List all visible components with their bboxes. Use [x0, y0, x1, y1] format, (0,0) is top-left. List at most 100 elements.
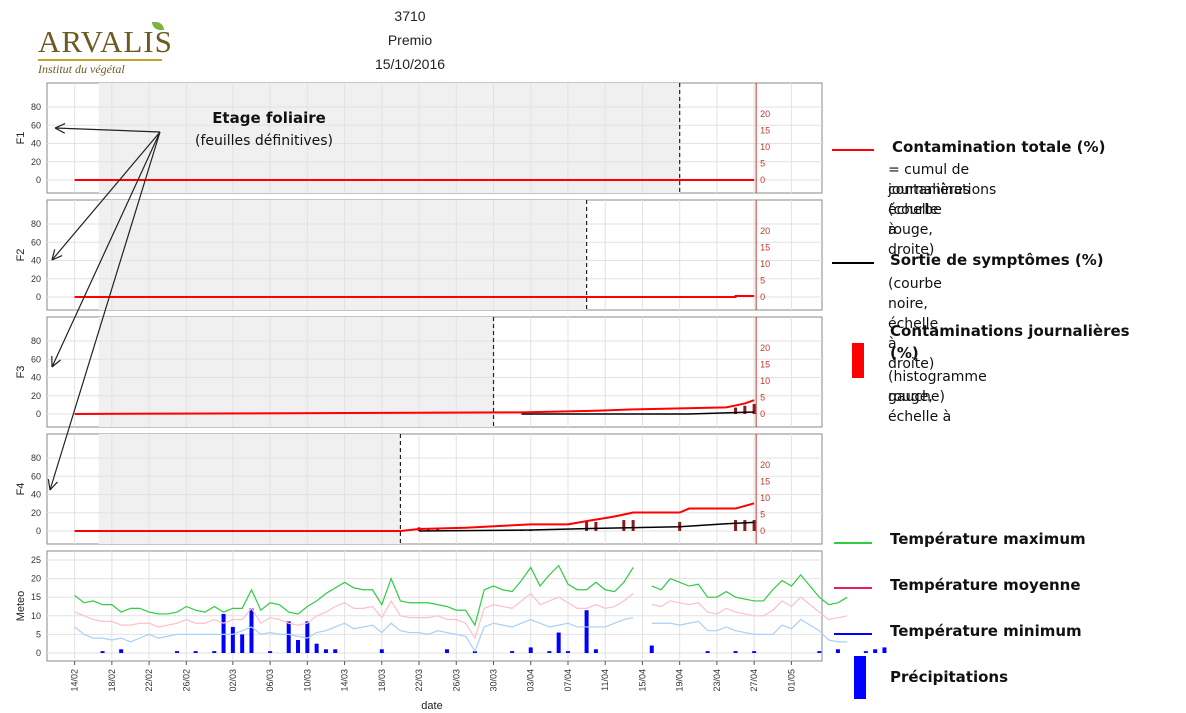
x-tick-label: 14/03 — [340, 669, 350, 692]
legend-daily-title: Contaminations journalières — [890, 322, 1130, 340]
daily-contamination-bar — [752, 520, 756, 531]
x-tick-label: 18/02 — [107, 669, 117, 692]
x-tick-label: 10/03 — [302, 669, 312, 692]
precip-bar — [240, 634, 245, 653]
legend-swatch-symptoms — [832, 262, 874, 264]
panel-shade — [98, 317, 494, 427]
precip-bar — [193, 651, 198, 653]
right-tick-label: 10 — [760, 376, 770, 386]
annotation-title: Etage foliaire — [212, 109, 326, 127]
left-tick-label: 20 — [31, 157, 41, 167]
daily-contamination-bar — [743, 405, 747, 414]
precip-bar — [314, 643, 319, 653]
legend-symptoms-desc: (courbe noire, échelle à droite) — [888, 276, 942, 372]
left-tick-label: 80 — [31, 219, 41, 229]
x-tick-label: 06/03 — [265, 669, 275, 692]
right-tick-label: 5 — [760, 159, 765, 169]
daily-contamination-bar — [743, 520, 747, 531]
meteo-tick-label: 15 — [31, 592, 41, 602]
precip-bar — [593, 649, 598, 653]
header-code: 3710 — [394, 8, 426, 24]
right-tick-label: 15 — [760, 477, 770, 487]
precip-bar — [528, 647, 533, 653]
right-tick-label: 10 — [760, 493, 770, 503]
legend-swatch-tmean — [834, 587, 872, 589]
right-tick-label: 10 — [760, 142, 770, 152]
precip-bar — [296, 639, 301, 653]
panel-label: F2 — [15, 249, 27, 262]
x-tick-label: 02/03 — [228, 669, 238, 692]
precip-bar — [510, 651, 515, 653]
right-tick-label: 0 — [760, 175, 765, 185]
arrow-head — [54, 123, 66, 129]
arrow-head — [49, 481, 58, 491]
tmin-line — [651, 618, 848, 643]
annotation-arrow — [54, 127, 161, 133]
legend-swatch-tmin — [834, 633, 872, 635]
meteo-tick-label: 20 — [31, 574, 41, 584]
legend-swatch-tmax — [834, 542, 872, 544]
x-tick-label: 22/02 — [144, 669, 154, 692]
left-tick-label: 20 — [31, 274, 41, 284]
left-tick-label: 40 — [31, 373, 41, 383]
x-tick-label: 23/04 — [712, 669, 722, 692]
precip-bar — [379, 649, 384, 653]
arrow-head — [51, 359, 61, 368]
x-axis-label: date — [421, 700, 442, 712]
legend-contamination-total-desc-2: journalières (courbe rouge, — [888, 182, 971, 238]
precip-bar — [286, 621, 291, 653]
annotation-subtitle: (feuilles définitives) — [195, 133, 333, 149]
right-tick-label: 20 — [760, 226, 770, 236]
right-tick-label: 20 — [760, 109, 770, 119]
daily-contamination-bar — [631, 520, 635, 531]
right-tick-label: 15 — [760, 243, 770, 253]
left-tick-label: 40 — [31, 490, 41, 500]
left-tick-label: 0 — [36, 175, 41, 185]
annotation-arrow — [51, 131, 161, 261]
meteo-tick-label: 5 — [36, 629, 41, 639]
legend-daily-desc-2: gauche) — [888, 389, 945, 405]
precip-bar — [119, 649, 124, 653]
legend-daily-desc-1: (histogramme rouge, échelle à — [888, 369, 987, 425]
x-tick-label: 22/03 — [414, 669, 424, 692]
left-tick-label: 40 — [31, 139, 41, 149]
left-tick-label: 80 — [31, 336, 41, 346]
left-tick-label: 60 — [31, 354, 41, 364]
legend-symptoms-title: Sortie de symptômes (%) — [890, 251, 1104, 269]
left-tick-label: 20 — [31, 508, 41, 518]
tmax-line — [651, 573, 848, 606]
precip-bar — [835, 649, 840, 653]
right-tick-label: 15 — [760, 360, 770, 370]
left-tick-label: 80 — [31, 102, 41, 112]
daily-contamination-bar — [426, 529, 430, 531]
x-tick-label: 11/04 — [600, 669, 610, 691]
annotation-arrow — [51, 131, 161, 368]
meteo-tick-label: 25 — [31, 555, 41, 565]
precip-bar — [873, 649, 878, 653]
x-tick-label: 01/05 — [786, 669, 796, 692]
legend-contamination-total-desc-3: échelle à droite) — [888, 202, 939, 258]
left-tick-label: 60 — [31, 237, 41, 247]
precip-bar — [333, 649, 338, 653]
right-tick-label: 10 — [760, 259, 770, 269]
header-date: 15/10/2016 — [374, 56, 446, 72]
precip-bar — [323, 649, 328, 653]
precip-bar — [584, 610, 589, 653]
x-tick-label: 30/03 — [489, 669, 499, 692]
meteo-tick-label: 0 — [36, 648, 41, 658]
daily-contamination-bar — [622, 520, 626, 531]
legend-swatch-precip — [854, 656, 866, 699]
panel-shade — [98, 83, 680, 193]
tmean-line — [651, 596, 848, 621]
symptoms-line — [419, 521, 755, 532]
left-tick-label: 0 — [36, 526, 41, 536]
precip-bar — [863, 651, 868, 653]
legend-tmin: Température minimum — [890, 622, 1082, 640]
daily-contamination-bar — [752, 403, 756, 414]
contamination-total-line — [74, 399, 755, 415]
precip-bar — [817, 651, 822, 653]
annotation-arrow — [49, 131, 161, 491]
daily-contamination-bar — [734, 520, 738, 531]
panel-label: F1 — [15, 132, 27, 145]
